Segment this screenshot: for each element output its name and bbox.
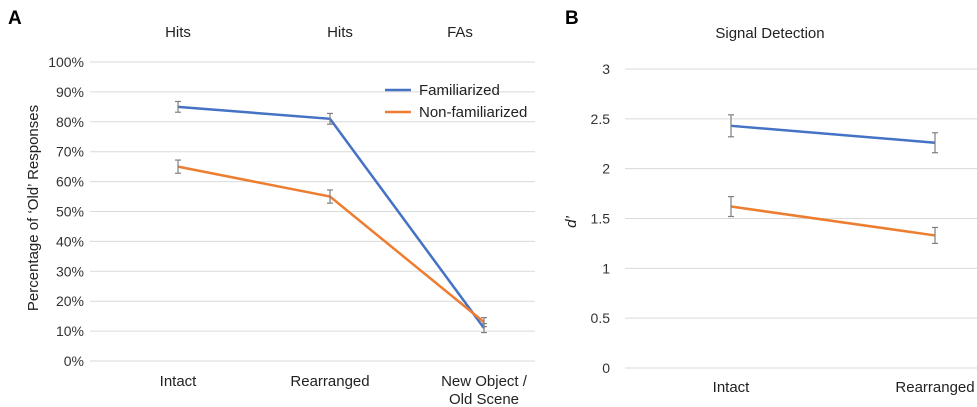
- series-line: [730, 205, 936, 237]
- y-tick-label: 30%: [56, 263, 84, 279]
- chart-a-x-ticks: Intact Rearranged New Object / Old Scene: [160, 373, 528, 407]
- y-tick-label: 2: [602, 161, 610, 177]
- chart-b-series: [728, 114, 938, 245]
- chart-b-gridlines: [625, 68, 977, 369]
- y-tick-label: 0%: [64, 353, 84, 369]
- series-line: [177, 105, 486, 329]
- series-familiarized: [175, 100, 487, 334]
- y-tick-label: 0: [602, 360, 610, 376]
- legend-label: Non-familiarized: [419, 104, 527, 121]
- chart-a-series: [175, 100, 487, 334]
- panel-a-label: A: [8, 8, 22, 29]
- y-tick-label: 1.5: [591, 211, 611, 227]
- chart-a-y-ticks: 0% 10% 20% 30% 40% 50% 60% 70% 80% 90% 100%: [48, 54, 84, 369]
- chart-b-y-ticks: 0 0.5 1 1.5 2 2.5 3: [591, 61, 611, 376]
- x-tick-label: Rearranged: [290, 373, 369, 390]
- series-non-familiarized: [175, 159, 487, 328]
- y-tick-label: 2.5: [591, 111, 611, 127]
- y-tick-label: 1: [602, 260, 610, 276]
- x-tick-label: Rearranged: [895, 379, 974, 396]
- chart-b-x-ticks: Intact Rearranged: [713, 379, 975, 396]
- chart-a: A 0% 10% 20% 30% 40% 50% 60% 70% 80% 90% 100% Hits…: [8, 8, 535, 407]
- column-header: Hits: [327, 24, 353, 41]
- y-tick-label: 100%: [48, 54, 84, 70]
- y-tick-label: 10%: [56, 323, 84, 339]
- legend-label: Familiarized: [419, 82, 500, 99]
- x-tick-label: Intact: [160, 373, 198, 390]
- chart-a-legend: Familiarized Non-familiarized: [385, 82, 527, 121]
- chart-a-gridlines: [90, 61, 535, 362]
- y-tick-label: 0.5: [591, 310, 611, 326]
- y-tick-label: 70%: [56, 144, 84, 160]
- series-line: [730, 124, 936, 144]
- series-familiarized: [728, 114, 938, 154]
- x-tick-label: Intact: [713, 379, 751, 396]
- series-non-familiarized: [728, 195, 938, 245]
- chart-a-y-axis-label: Percentage of ‘Old’ Responses: [25, 105, 42, 311]
- y-tick-label: 80%: [56, 114, 84, 130]
- y-tick-label: 90%: [56, 84, 84, 100]
- y-tick-label: 20%: [56, 293, 84, 309]
- panel-b-label: B: [565, 8, 579, 29]
- chart-b-title: Signal Detection: [715, 25, 824, 42]
- y-tick-label: 40%: [56, 233, 84, 249]
- chart-b-y-axis-label: d’: [563, 216, 580, 228]
- y-tick-label: 50%: [56, 204, 84, 220]
- column-header: FAs: [447, 24, 473, 41]
- x-tick-label: New Object / Old Scene: [441, 373, 528, 407]
- chart-a-column-headers: Hits Hits FAs: [165, 24, 473, 41]
- chart-b: B Signal Detection 0 0.5 1 1.5 2 2.5 3 Intact R…: [563, 8, 977, 396]
- y-tick-label: 3: [602, 61, 610, 77]
- column-header: Hits: [165, 24, 191, 41]
- y-tick-label: 60%: [56, 174, 84, 190]
